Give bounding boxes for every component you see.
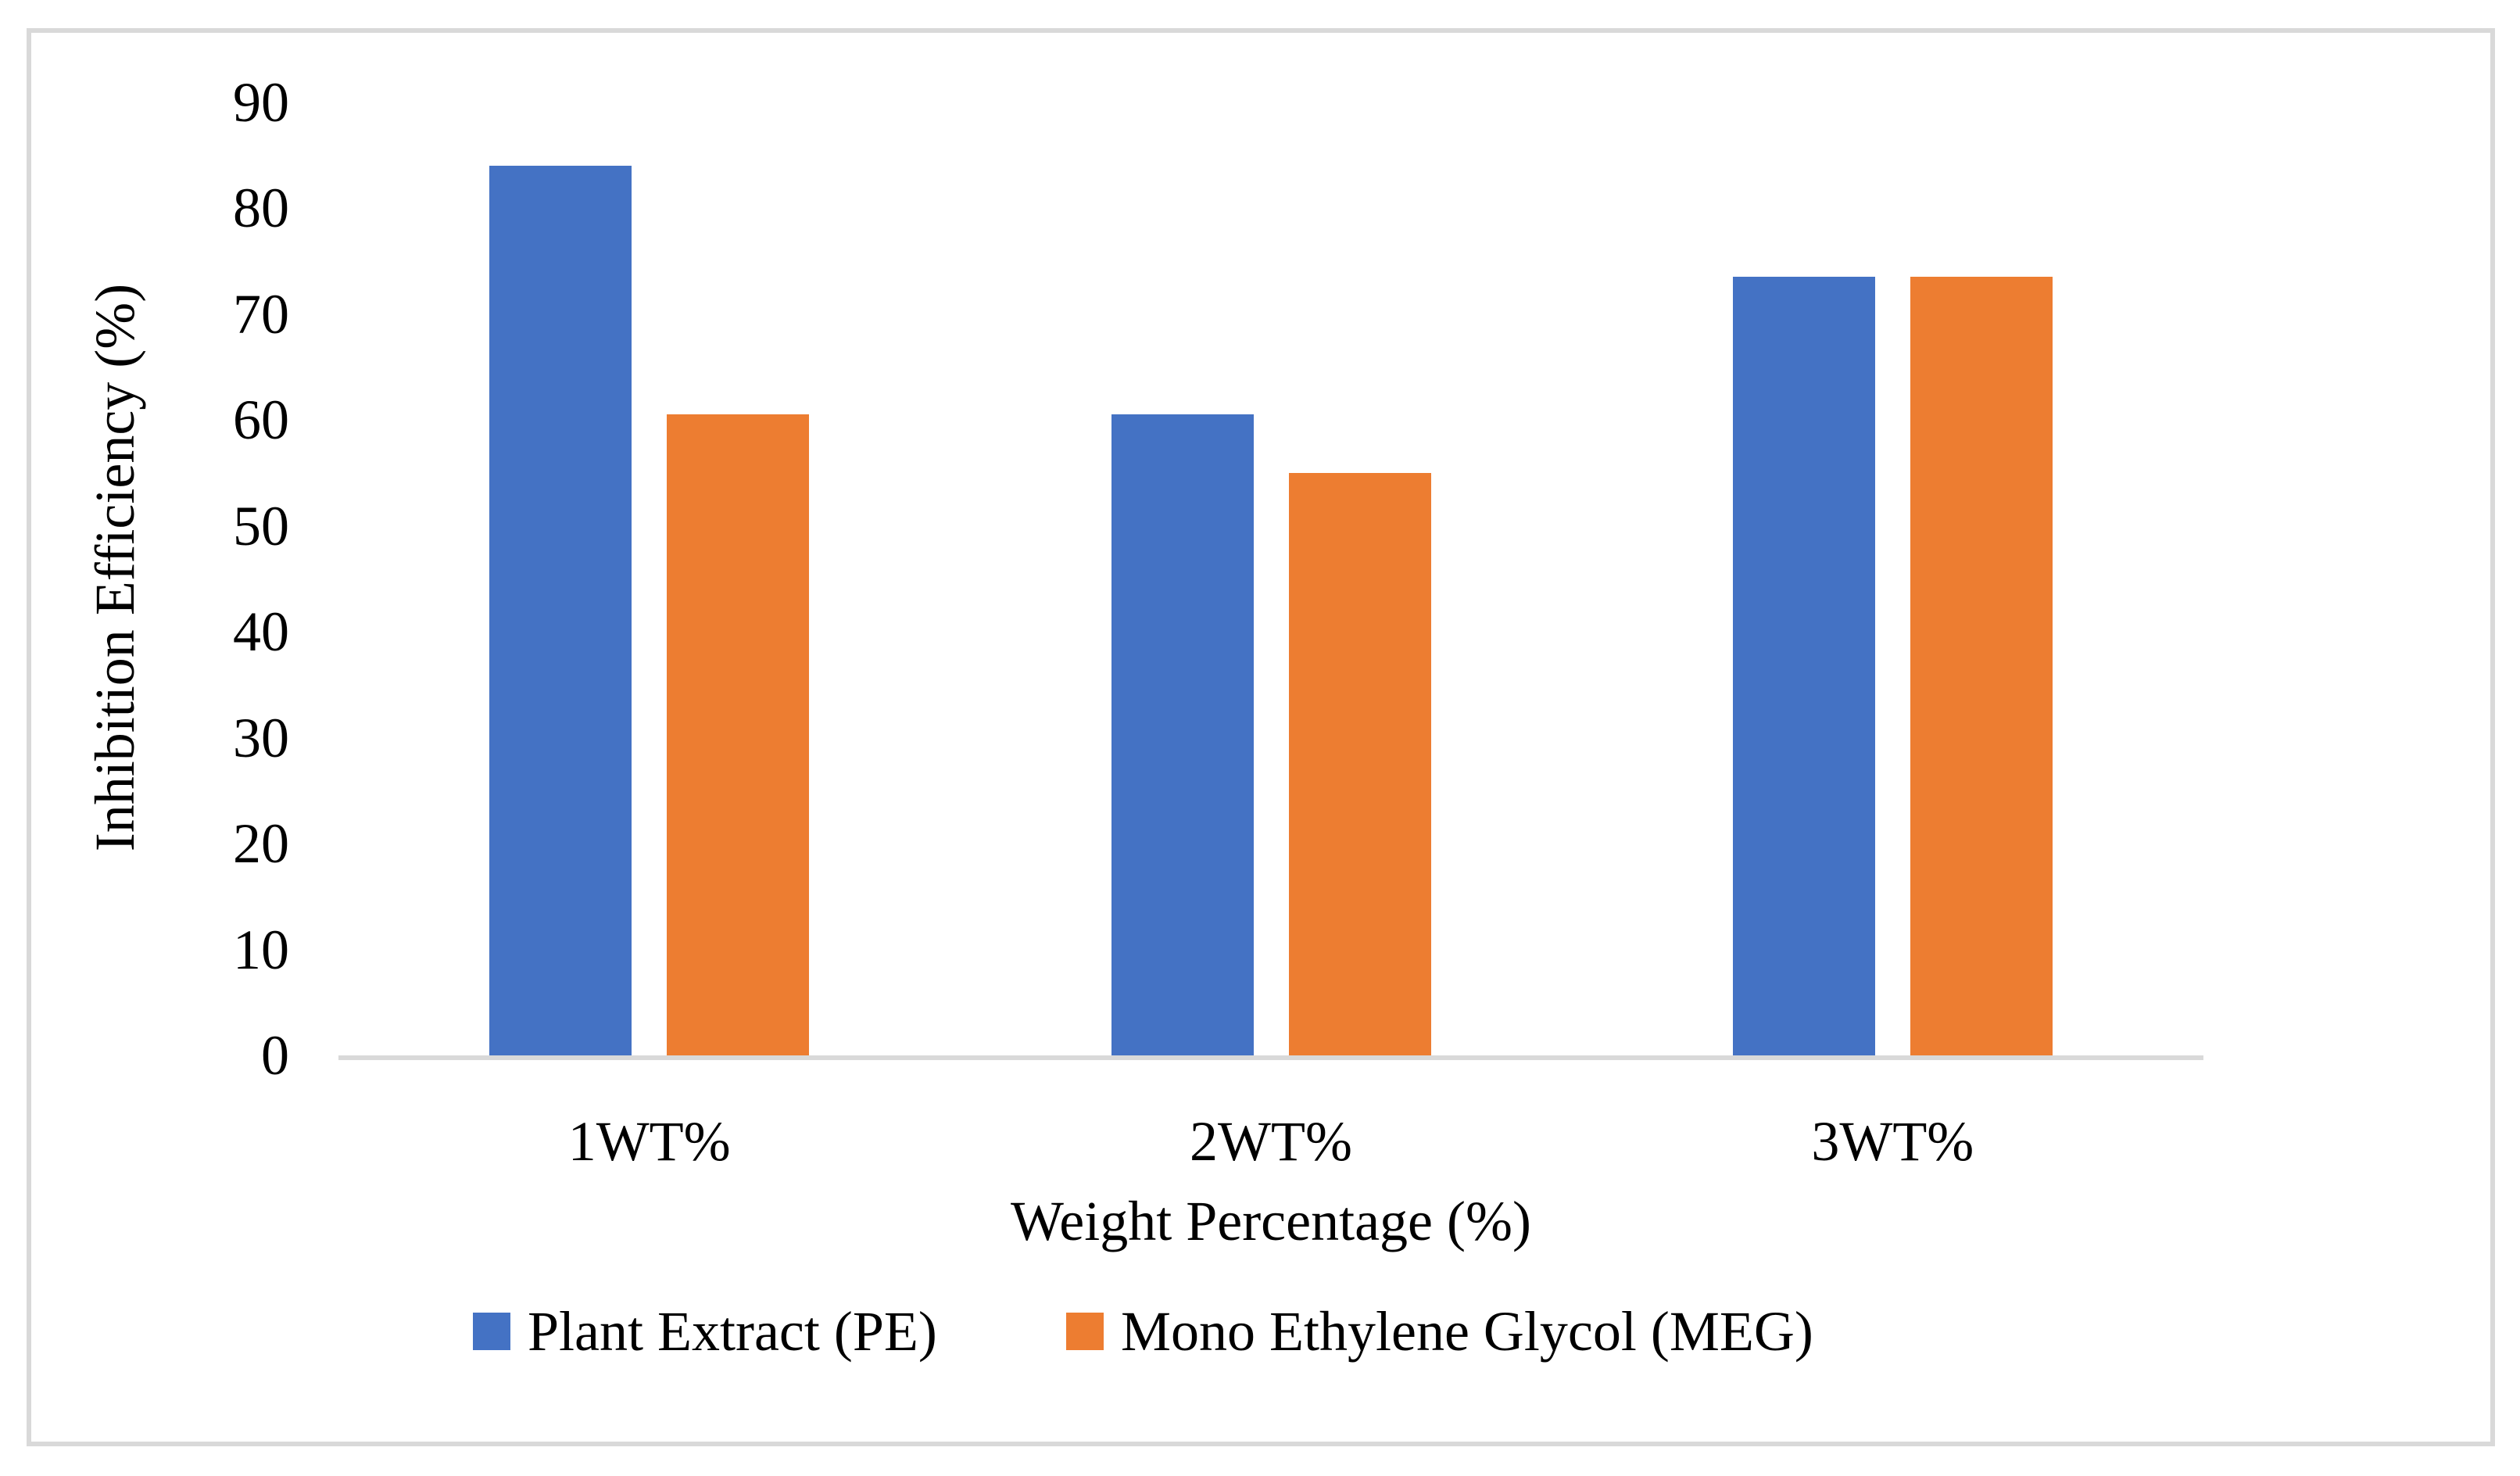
legend-label: Mono Ethylene Glycol (MEG)	[1121, 1300, 1813, 1363]
bar-meg-2wt%	[1288, 472, 1431, 1055]
x-axis-line	[338, 1055, 2203, 1060]
bar-pe-2wt%	[1111, 414, 1254, 1055]
x-category-label: 1WT%	[567, 1110, 731, 1173]
y-axis-title: Inhibition Efficiency (%)	[84, 283, 146, 852]
y-tick-label: 20	[233, 812, 289, 875]
figure-frame	[27, 28, 2495, 1446]
x-category-label: 3WT%	[1811, 1110, 1974, 1173]
y-tick-label: 70	[233, 282, 289, 346]
y-tick-label: 60	[233, 389, 289, 451]
legend-swatch-meg	[1066, 1313, 1104, 1350]
y-tick-label: 50	[233, 494, 289, 557]
legend-label: Plant Extract (PE)	[528, 1300, 937, 1363]
y-tick-label: 90	[233, 70, 289, 134]
x-axis-title: Weight Percentage (%)	[1011, 1190, 1531, 1252]
bar-meg-3wt%	[1910, 277, 2053, 1055]
y-tick-label: 80	[233, 177, 289, 239]
legend-swatch-pe	[473, 1313, 510, 1350]
y-tick-label: 40	[233, 600, 289, 663]
legend-item-meg: Mono Ethylene Glycol (MEG)	[1066, 1300, 1813, 1363]
legend-item-pe: Plant Extract (PE)	[473, 1300, 937, 1363]
y-tick-label: 10	[233, 918, 289, 981]
y-tick-label: 0	[261, 1024, 289, 1087]
x-category-label: 2WT%	[1190, 1110, 1352, 1173]
bar-meg-1wt%	[667, 414, 810, 1055]
bar-pe-3wt%	[1732, 277, 1875, 1055]
bar-pe-1wt%	[489, 165, 632, 1055]
y-tick-label: 30	[233, 706, 289, 769]
